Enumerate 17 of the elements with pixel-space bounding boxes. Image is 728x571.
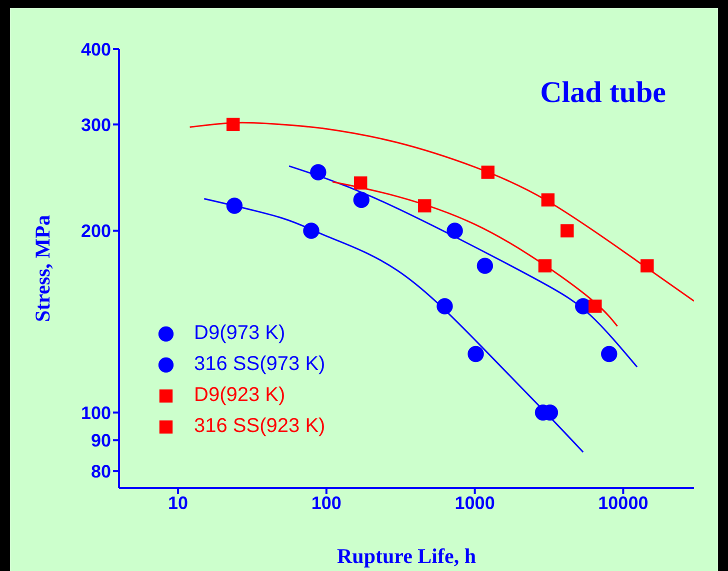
legend-label: 316 SS(923 K) xyxy=(194,415,326,438)
y-tick-label: 200 xyxy=(80,221,111,242)
y-tick-label: 90 xyxy=(90,430,111,451)
x-axis-title: Rupture Life, h xyxy=(336,544,476,568)
x-tick-label: 100 xyxy=(311,492,342,513)
x-tick-label: 10000 xyxy=(598,492,648,513)
y-axis-title: Stress, MPa xyxy=(30,214,54,322)
x-tick-label: 1000 xyxy=(454,492,495,513)
y-tick-label: 400 xyxy=(80,39,111,60)
x-tick-label: 10 xyxy=(168,492,188,513)
legend-label: D9(973 K) xyxy=(194,322,286,345)
y-tick-label: 300 xyxy=(80,114,111,135)
text: Clad tube xyxy=(540,76,666,110)
y-tick-label: 100 xyxy=(80,402,111,423)
legend-label: 316 SS(973 K) xyxy=(194,353,326,376)
legend-label: D9(923 K) xyxy=(194,384,286,407)
y-tick-label: 80 xyxy=(90,461,111,482)
